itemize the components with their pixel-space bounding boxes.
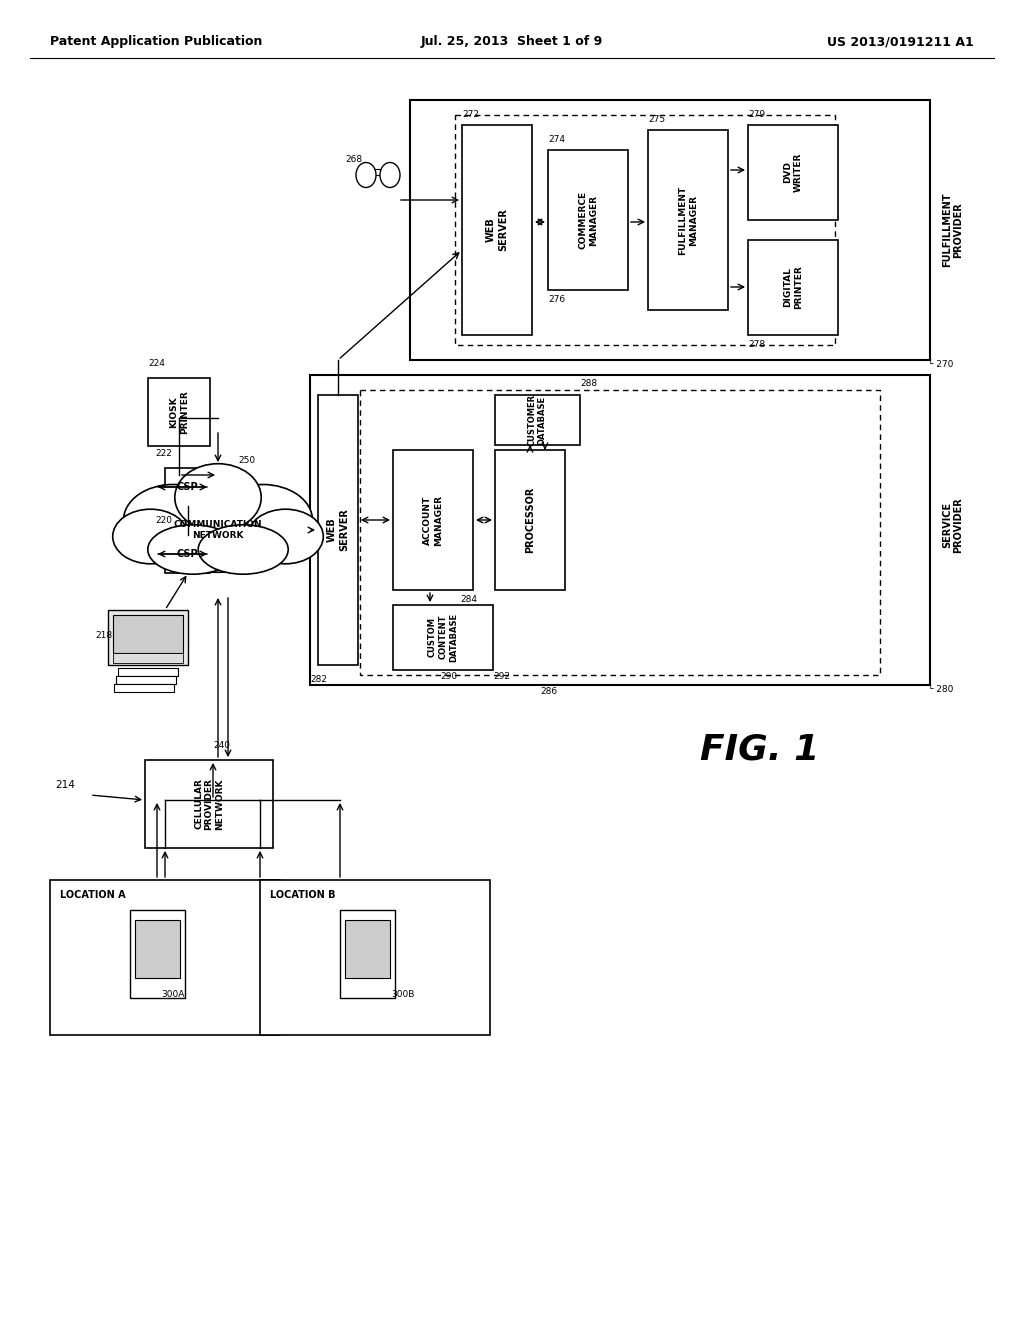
Ellipse shape	[199, 525, 288, 574]
Bar	[455, 115, 835, 345]
Text: └ 280: └ 280	[928, 685, 953, 694]
Text: 284: 284	[460, 595, 477, 605]
Bar	[548, 150, 628, 290]
Text: US 2013/0191211 A1: US 2013/0191211 A1	[827, 36, 974, 49]
Ellipse shape	[137, 488, 299, 573]
Bar	[648, 129, 728, 310]
Text: COMMUNICATION
NETWORK: COMMUNICATION NETWORK	[174, 520, 262, 540]
Bar	[165, 469, 210, 506]
Bar	[393, 605, 493, 671]
Bar	[113, 615, 183, 653]
Bar	[260, 880, 490, 1035]
Bar	[495, 450, 565, 590]
Bar	[393, 450, 473, 590]
Bar	[462, 125, 532, 335]
Ellipse shape	[356, 162, 376, 187]
Text: CUSTOMER
DATABASE: CUSTOMER DATABASE	[527, 393, 547, 446]
Bar	[495, 395, 580, 445]
Text: 276: 276	[548, 294, 565, 304]
Text: 272: 272	[462, 110, 479, 119]
Bar	[50, 880, 280, 1035]
Bar	[748, 240, 838, 335]
Ellipse shape	[380, 162, 400, 187]
Bar	[118, 668, 178, 676]
Ellipse shape	[124, 484, 222, 556]
Text: 282: 282	[310, 675, 327, 684]
Text: 274: 274	[548, 135, 565, 144]
Text: FIG. 1: FIG. 1	[700, 733, 819, 767]
Bar	[130, 909, 185, 998]
Bar	[310, 375, 930, 685]
Ellipse shape	[213, 484, 312, 556]
Text: 224: 224	[148, 359, 165, 368]
Text: Patent Application Publication: Patent Application Publication	[50, 36, 262, 49]
Text: └ 270: └ 270	[928, 360, 953, 370]
Text: 288: 288	[580, 379, 597, 388]
Text: 250: 250	[238, 455, 255, 465]
Text: LOCATION A: LOCATION A	[60, 890, 126, 900]
Ellipse shape	[147, 525, 238, 574]
Bar	[108, 610, 188, 665]
Bar	[360, 389, 880, 675]
Bar	[114, 684, 174, 692]
Ellipse shape	[175, 463, 261, 532]
Text: 290: 290	[440, 672, 457, 681]
Text: PROCESSOR: PROCESSOR	[525, 487, 535, 553]
Bar	[370, 169, 386, 176]
Text: 218: 218	[95, 631, 112, 639]
Bar	[340, 909, 395, 998]
Text: 268: 268	[345, 154, 362, 164]
Text: CSP: CSP	[176, 482, 198, 492]
Text: 240: 240	[213, 741, 230, 750]
Text: CELLULAR
PROVIDER
NETWORK: CELLULAR PROVIDER NETWORK	[195, 777, 224, 830]
Bar	[148, 378, 210, 446]
Text: 292: 292	[493, 672, 510, 681]
Bar	[345, 920, 390, 978]
Text: FULFILLMENT
MANAGER: FULFILLMENT MANAGER	[678, 185, 697, 255]
Text: SERVICE
PROVIDER: SERVICE PROVIDER	[942, 498, 964, 553]
Ellipse shape	[248, 510, 324, 564]
Text: FULFILLMENT
PROVIDER: FULFILLMENT PROVIDER	[942, 193, 964, 267]
Text: WEB
SERVER: WEB SERVER	[486, 209, 508, 251]
Bar	[165, 535, 210, 573]
Bar	[318, 395, 358, 665]
Bar	[113, 653, 183, 663]
Text: DVD
WRITER: DVD WRITER	[783, 152, 803, 191]
Bar	[116, 676, 176, 684]
Text: DIGITAL
PRINTER: DIGITAL PRINTER	[783, 265, 803, 309]
Text: WEB
SERVER: WEB SERVER	[328, 508, 349, 552]
Text: 275: 275	[648, 115, 666, 124]
Text: CSP: CSP	[176, 549, 198, 558]
Bar	[135, 920, 180, 978]
Text: 286: 286	[540, 686, 557, 696]
Text: 278: 278	[748, 341, 765, 348]
Text: 300B: 300B	[391, 990, 415, 999]
Text: KIOSK
PRINTER: KIOSK PRINTER	[169, 391, 188, 434]
Text: 222: 222	[155, 449, 172, 458]
Text: COMMERCE
MANAGER: COMMERCE MANAGER	[579, 191, 598, 249]
Text: Jul. 25, 2013  Sheet 1 of 9: Jul. 25, 2013 Sheet 1 of 9	[421, 36, 603, 49]
Text: 300A: 300A	[162, 990, 185, 999]
Bar	[748, 125, 838, 220]
Bar	[410, 100, 930, 360]
Text: ACCOUNT
MANAGER: ACCOUNT MANAGER	[423, 495, 442, 545]
Text: LOCATION B: LOCATION B	[270, 890, 336, 900]
Text: 220: 220	[155, 516, 172, 525]
Text: CUSTOM
CONTENT
DATABASE: CUSTOM CONTENT DATABASE	[428, 612, 458, 661]
Ellipse shape	[113, 510, 188, 564]
Text: 214: 214	[55, 780, 75, 789]
Text: 279: 279	[748, 110, 765, 119]
Bar	[145, 760, 273, 847]
